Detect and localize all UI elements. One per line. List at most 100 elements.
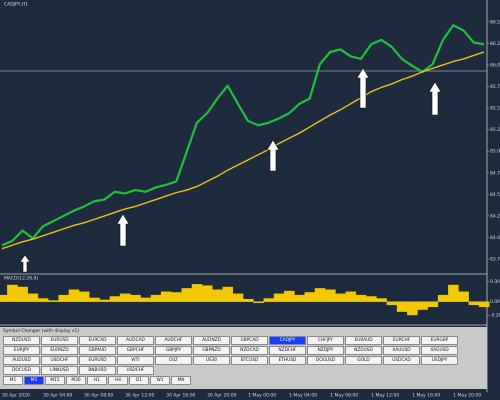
histogram-bar [150, 294, 162, 302]
symbol-button[interactable]: NZDCHF [269, 346, 306, 355]
symbol-button[interactable]: EURCHF [383, 336, 420, 345]
arrow [19, 254, 31, 273]
y-tick-label: 84.250 [490, 213, 500, 219]
histogram-bar [78, 291, 90, 302]
symbol-button[interactable]: USDCHF [41, 356, 78, 365]
histogram-bar [99, 299, 110, 302]
x-tick-label: 1 May 08:00 [330, 393, 358, 399]
timeframe-button[interactable]: W1 [150, 376, 170, 385]
symbol-button[interactable]: BTCUSD [231, 356, 268, 365]
symbol-button[interactable]: GBPCAD [231, 336, 268, 345]
histogram-bar [263, 298, 275, 302]
y-tick-label: 83.750 [490, 257, 500, 263]
symbol-button[interactable]: ETHUSD [269, 356, 306, 365]
symbol-button[interactable]: OILT [155, 356, 192, 365]
symbol-button[interactable]: AUDNZD [193, 336, 230, 345]
symbol-button[interactable]: CADJPY [269, 336, 306, 345]
histogram-bar [366, 296, 377, 302]
symbol-button[interactable]: US30 [193, 356, 230, 365]
symbol-button[interactable]: NZDUSD [3, 336, 40, 345]
histogram-bar [335, 293, 346, 302]
symbol-button[interactable]: EURNZD [41, 346, 78, 355]
symbol-button[interactable]: EURCAD [79, 336, 116, 345]
x-tick-label: 30 Apr 2020 [2, 393, 30, 399]
timeframe-button[interactable]: H4 [108, 376, 128, 385]
panel-title: Symbol Changer (with display v1) [3, 329, 80, 334]
symbol-button[interactable]: BNBUSD [79, 366, 116, 375]
y-tick-label: 86.250 [490, 41, 500, 47]
y-tick-label: 84.000 [490, 235, 500, 241]
histogram-bar [458, 291, 469, 302]
row: M1 M5 M15 M30 H1 H4 D1 W1 MN [3, 376, 484, 385]
timeframe-button[interactable]: D1 [129, 376, 149, 385]
symbol-button[interactable]: GBPAUD [79, 346, 116, 355]
symbol-button[interactable]: AUDUSD [3, 356, 40, 365]
symbol-button[interactable]: EURGBP [421, 336, 458, 345]
row: DOCUSD LINKUSD BNBUSD USDCHF [3, 366, 484, 375]
symbol-button[interactable]: LINKUSD [41, 366, 78, 375]
histogram-bar [58, 294, 69, 302]
symbol-button[interactable]: USDJPY [421, 356, 458, 365]
histogram-bar [119, 293, 131, 302]
symbol-button[interactable]: GBPJPY [155, 346, 192, 355]
price-line [1, 24, 485, 247]
symbol-button[interactable]: GBPCHF [117, 346, 154, 355]
histogram-bar [17, 286, 28, 302]
histogram-bar [0, 294, 8, 302]
symbol-button[interactable]: NZDJPY [307, 346, 344, 355]
histogram-bar [171, 292, 182, 302]
timeframe-button[interactable]: M30 [66, 376, 86, 385]
timeframe-button[interactable]: M15 [45, 376, 65, 385]
symbol-button[interactable]: EURUSD [41, 336, 78, 345]
arrow [428, 81, 442, 116]
histogram-bar [427, 301, 439, 308]
histogram-bar [253, 301, 264, 304]
indicator-title: MACD(12,26,9) [4, 276, 38, 282]
symbol-button[interactable]: GOLD [345, 356, 382, 365]
histogram-bar [222, 286, 234, 302]
symbol-button[interactable]: EURJPY [3, 346, 40, 355]
histogram-bar [7, 284, 18, 302]
timeframe-button[interactable]: H1 [87, 376, 107, 385]
y-tick-label: 86.000 [490, 62, 500, 68]
x-tick-label: 30 Apr 08:00 [84, 393, 113, 399]
symbol-button[interactable]: XAGUSD [421, 346, 458, 355]
symbol-button[interactable]: EURAUD [345, 336, 382, 345]
symbol-button[interactable]: XAUUSD [383, 346, 420, 355]
symbol-button[interactable]: CHFJPY [307, 336, 344, 345]
x-tick-label: 1 May 16:00 [412, 393, 440, 399]
histogram-bar [407, 301, 418, 316]
histogram-bar [89, 297, 100, 302]
histogram-bar [314, 288, 326, 302]
timeframe-button[interactable]: M5 [24, 376, 44, 385]
symbol-button[interactable]: WTI [117, 356, 154, 365]
symbol-button[interactable]: NZDCAD [231, 346, 268, 355]
timeframe-button[interactable]: M1 [3, 376, 23, 385]
arrow [266, 139, 280, 172]
symbol-button[interactable]: USDCAD [383, 356, 420, 365]
symbol-button[interactable]: NZDUSD [345, 346, 382, 355]
histogram-bar [37, 298, 49, 302]
histogram-bar [355, 294, 367, 302]
symbol-button[interactable]: AUDCAD [117, 336, 154, 345]
histogram-bar [376, 298, 387, 302]
histogram-bar [27, 293, 39, 302]
row: AUDUSD USDCHF EURUSD WTI OILT US30 BTCUSD ETHUS… [3, 356, 484, 365]
symbol-panel: Symbol Changer (with display v1) NZDUSD E… [0, 327, 487, 389]
histogram-bar [294, 294, 305, 302]
histogram-bar [243, 298, 254, 302]
histogram-bar [191, 284, 203, 302]
symbol-button[interactable]: DOCUSD [3, 366, 40, 375]
row: NZDUSD EURUSD EURCAD AUDCAD AUDCHF AUDNZD GBPC… [3, 336, 484, 345]
symbol-button[interactable]: GBPNZD [193, 346, 230, 355]
histogram-bar [386, 301, 398, 306]
symbol-button[interactable]: EURUSD [79, 356, 116, 365]
symbol-button[interactable]: USDCHF [117, 366, 154, 375]
symbol-button[interactable]: DOGUSD [307, 356, 344, 365]
symbol-button[interactable]: AUDCHF [155, 336, 192, 345]
histogram-bar [130, 294, 141, 302]
histogram-bar [201, 285, 213, 302]
histogram-bar [232, 293, 244, 302]
timeframe-button[interactable]: MN [171, 376, 191, 385]
window-title: CADJPY,H1 [4, 2, 28, 8]
